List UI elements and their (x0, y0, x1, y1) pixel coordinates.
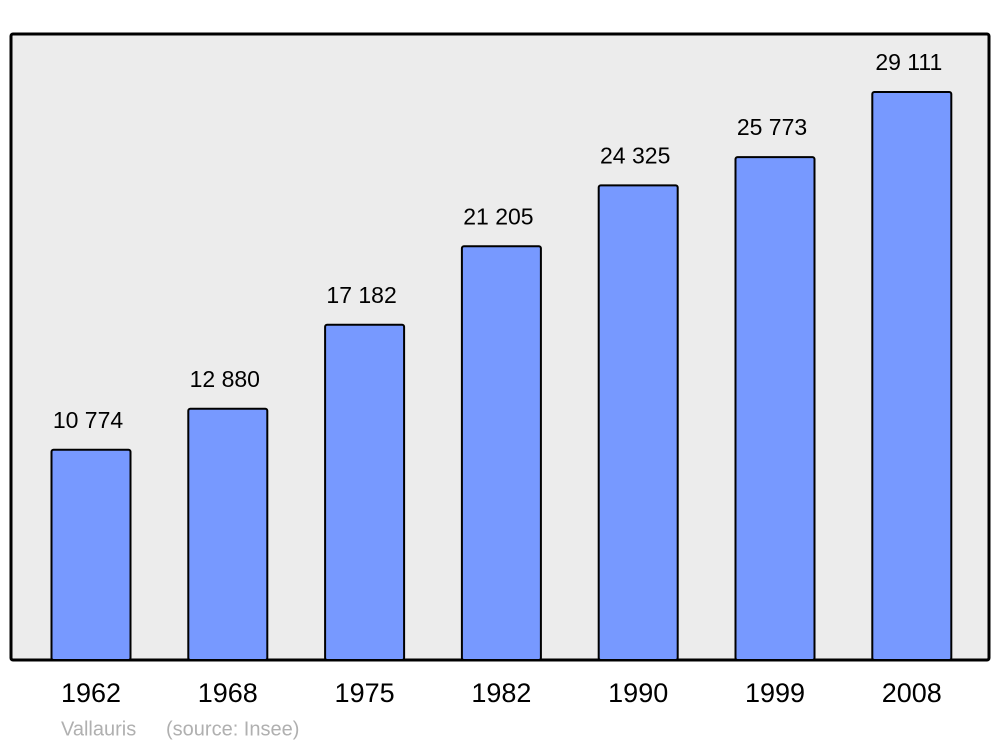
source-label: (source: Insee) (166, 718, 299, 740)
value-label: 10 774 (53, 407, 124, 433)
value-label: 25 773 (737, 114, 807, 140)
bar (187, 407, 269, 661)
x-tick-label: 1990 (608, 678, 668, 708)
place-label: Vallauris (61, 718, 136, 740)
x-tick-label: 1982 (471, 678, 531, 708)
value-label: 29 111 (875, 49, 942, 75)
bar (734, 156, 816, 662)
bar (871, 91, 953, 661)
bar (597, 184, 679, 661)
value-label: 12 880 (190, 366, 260, 392)
x-tick-label: 1999 (745, 678, 805, 708)
value-label: 17 182 (326, 282, 396, 308)
x-tick-label: 1962 (61, 678, 121, 708)
x-tick-label: 2008 (882, 678, 942, 708)
value-label: 24 325 (600, 142, 670, 168)
x-tick-label: 1968 (198, 678, 258, 708)
x-tick-label: 1975 (335, 678, 395, 708)
bar (324, 323, 406, 661)
bar (50, 448, 132, 661)
value-label: 21 205 (463, 203, 533, 229)
bar (460, 245, 542, 661)
